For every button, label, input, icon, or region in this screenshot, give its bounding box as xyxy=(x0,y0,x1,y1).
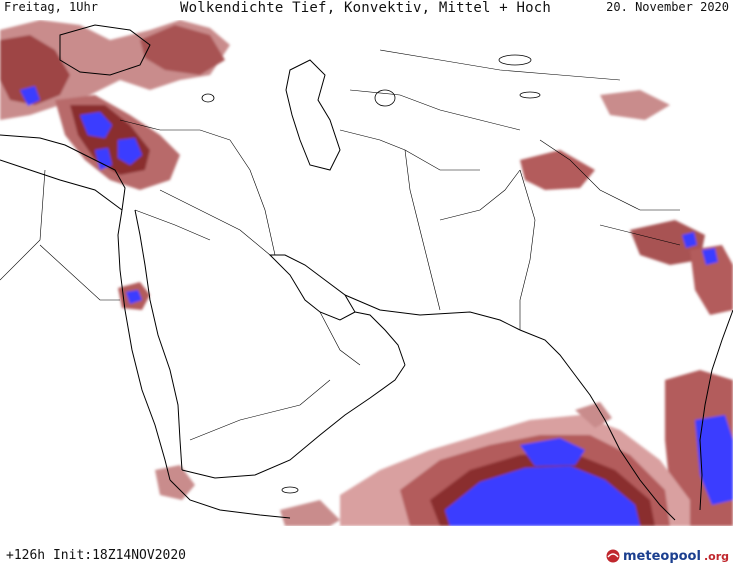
weather-map xyxy=(0,20,733,526)
border-turkey-syria xyxy=(119,119,231,141)
footer-bar: +126h Init:18Z14NOV2020 meteopool .org xyxy=(0,526,733,566)
coastlines xyxy=(0,24,733,521)
logo-globe-icon xyxy=(606,549,620,563)
map-canvas xyxy=(0,20,733,526)
init-time-label: +126h Init:18Z14NOV2020 xyxy=(6,548,187,563)
coastline-red-sea-east xyxy=(134,209,183,471)
border-nepal xyxy=(599,224,681,246)
cloud-area-horn xyxy=(280,500,340,526)
meteopool-logo[interactable]: meteopool .org xyxy=(606,546,729,566)
valid-date-label: 20. November 2020 xyxy=(606,0,729,14)
cloud-density-layer xyxy=(0,20,733,526)
cloud-area-yemen xyxy=(155,465,195,500)
border-china xyxy=(539,139,680,211)
coastline-black-sea xyxy=(59,24,151,76)
coastline-caspian xyxy=(285,59,341,171)
coastline-india-east xyxy=(699,309,733,511)
lake-van xyxy=(201,93,215,103)
coastline-levant xyxy=(0,134,126,211)
border-saudi-iraq xyxy=(159,189,271,256)
lake-balkhash xyxy=(498,54,532,66)
coastline-egypt xyxy=(0,159,123,211)
border-saudi-uae xyxy=(319,311,361,366)
lake-aral xyxy=(374,89,396,107)
cloud-area-sw-india xyxy=(575,402,612,428)
cloud-convective-levant-3 xyxy=(95,148,112,170)
coastline-horn xyxy=(169,479,291,519)
map-title: Wolkendichte Tief, Konvektiv, Mittel + H… xyxy=(180,0,552,16)
cloud-area-india-east xyxy=(690,245,733,315)
cloud-area-turkey-dense xyxy=(0,35,70,105)
cloud-area-kazakh xyxy=(600,90,670,120)
cloud-convective-redsea xyxy=(126,290,142,304)
coastline-red-sea-west xyxy=(117,209,171,481)
border-kazakh xyxy=(379,49,621,81)
border-iran-iraq xyxy=(229,139,276,256)
border-saudi-yemen xyxy=(189,379,331,441)
border-afghan-pak xyxy=(439,169,521,221)
coastline-arabia-south xyxy=(181,364,406,479)
valid-day-label: Freitag, 1Uhr xyxy=(4,0,98,14)
logo-suffix: .org xyxy=(703,549,729,563)
cloud-convective-india-east xyxy=(702,248,718,265)
island-socotra xyxy=(281,486,299,494)
cloud-convective-levant-2 xyxy=(118,138,142,165)
cloud-convective-arabian-sea xyxy=(445,466,640,526)
coastline-iran-south xyxy=(344,294,521,331)
border-pak-india xyxy=(519,169,536,330)
cloud-convective-south-india xyxy=(695,415,733,505)
border-turkmen xyxy=(339,129,480,171)
header-bar: Freitag, 1Uhr Wolkendichte Tief, Konvekt… xyxy=(0,0,733,20)
cloud-area-india-central xyxy=(630,220,705,265)
coastline-india-west xyxy=(519,329,676,521)
cloud-convective-india-central xyxy=(682,232,697,248)
border-egypt-sudan xyxy=(39,244,120,301)
lake-issyk xyxy=(519,91,541,99)
logo-name: meteopool xyxy=(623,548,701,564)
cloud-area-central-asia xyxy=(520,150,595,190)
coastline-persian-gulf xyxy=(268,254,356,321)
cloud-convective-turkey xyxy=(20,86,40,106)
border-saudi-jordan xyxy=(134,209,211,241)
cloud-convective-levant xyxy=(80,112,112,138)
border-iran-afghan xyxy=(404,149,441,311)
coastline-oman xyxy=(354,311,406,366)
cloud-convective-arabian-sea-2 xyxy=(520,438,585,466)
border-egypt-libya xyxy=(0,169,46,281)
country-borders xyxy=(0,49,681,441)
border-uzbek xyxy=(349,89,521,131)
cloud-area-caucasus xyxy=(140,25,225,75)
islands xyxy=(201,54,541,494)
